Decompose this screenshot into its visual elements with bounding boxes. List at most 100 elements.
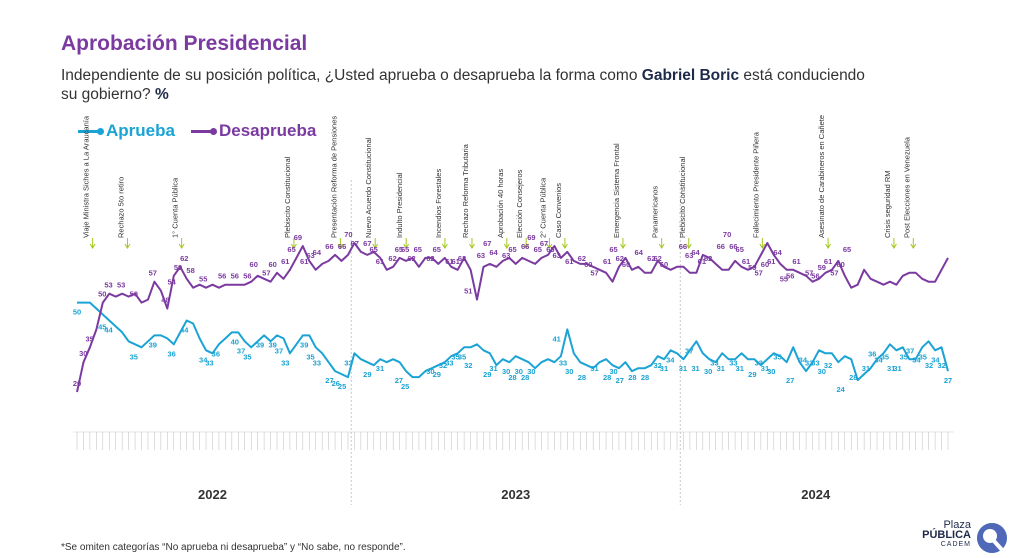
data-label-aprueba: 31 xyxy=(736,364,744,373)
data-label-desaprueba: 69 xyxy=(527,233,535,242)
data-label-aprueba: 35 xyxy=(458,352,466,361)
data-label-desaprueba: 65 xyxy=(843,245,851,254)
data-label-aprueba: 30 xyxy=(502,367,510,376)
data-label-aprueba: 28 xyxy=(521,373,529,382)
data-label-desaprueba: 50 xyxy=(130,290,138,299)
data-label-desaprueba: 57 xyxy=(262,269,270,278)
legend-item-disapprove: Desaprueba xyxy=(190,121,316,141)
data-label-desaprueba: 66 xyxy=(338,242,346,251)
legend-swatch-disapprove xyxy=(190,127,217,135)
event-arrow-icon xyxy=(89,238,96,249)
data-label-desaprueba: 56 xyxy=(811,272,819,281)
event-arrow-icon xyxy=(372,238,379,249)
event-arrow-icon xyxy=(620,238,626,249)
data-label-aprueba: 29 xyxy=(748,370,756,379)
data-label-desaprueba: 54 xyxy=(168,278,177,287)
data-label-desaprueba: 62 xyxy=(388,254,396,263)
data-label-desaprueba: 58 xyxy=(186,266,194,275)
data-label-aprueba: 32 xyxy=(938,361,946,370)
data-label-desaprueba: 56 xyxy=(231,272,239,281)
data-label-desaprueba: 61 xyxy=(792,257,800,266)
data-label-aprueba: 34 xyxy=(931,355,940,364)
data-label-aprueba: 35 xyxy=(306,352,314,361)
data-label-aprueba: 35 xyxy=(452,352,460,361)
event-annotation: Caso Convenios xyxy=(554,183,568,249)
data-label-aprueba: 34 xyxy=(799,355,808,364)
data-label-desaprueba: 53 xyxy=(104,281,112,290)
data-label-aprueba: 33 xyxy=(805,358,813,367)
event-label: Rechazo 5to retiro xyxy=(116,177,125,238)
data-label-aprueba: 35 xyxy=(130,352,138,361)
data-label-aprueba: 36 xyxy=(868,349,876,358)
event-annotation: Rechazo Reforma Tributaria xyxy=(461,143,475,249)
event-label: Aprobación 40 horas xyxy=(496,169,505,238)
data-label-desaprueba: 62 xyxy=(180,254,188,263)
data-label-desaprueba: 65 xyxy=(508,245,516,254)
data-label-aprueba: 31 xyxy=(489,364,497,373)
event-annotation: Emergencia Sistema Frontal xyxy=(612,143,626,249)
data-label-aprueba: 35 xyxy=(919,352,927,361)
data-label-desaprueba: 66 xyxy=(729,242,737,251)
data-label-desaprueba: 66 xyxy=(679,242,687,251)
event-arrow-icon xyxy=(561,238,568,249)
event-annotation: Viaje Ministra Siches a La Araucanía xyxy=(82,115,96,249)
event-arrow-icon xyxy=(891,238,897,249)
data-label-desaprueba: 48 xyxy=(161,296,169,305)
event-annotation: Aprobación 40 horas xyxy=(496,169,510,249)
data-label-desaprueba: 59 xyxy=(174,263,182,272)
event-label: Elección Consejeros xyxy=(515,169,524,238)
data-label-aprueba: 32 xyxy=(464,361,472,370)
data-label-aprueba: 35 xyxy=(243,352,251,361)
event-label: Incendios Forestales xyxy=(434,169,443,238)
event-arrow-icon xyxy=(825,238,832,249)
subtitle-text-start: Independiente de su posición política, ¿… xyxy=(61,67,642,84)
event-arrow-icon xyxy=(290,238,297,249)
data-label-aprueba: 37 xyxy=(685,346,693,355)
data-label-aprueba: 34 xyxy=(874,355,883,364)
event-label: Caso Convenios xyxy=(554,183,563,238)
data-label-aprueba: 27 xyxy=(786,376,794,385)
data-label-desaprueba: 62 xyxy=(426,254,434,263)
data-label-aprueba: 32 xyxy=(925,361,933,370)
data-label-desaprueba: 64 xyxy=(635,248,644,257)
data-label-aprueba: 27 xyxy=(944,376,952,385)
data-label-aprueba: 30 xyxy=(426,367,434,376)
subtitle-president-name: Gabriel Boric xyxy=(641,67,740,84)
brand-line-2: PÚBLICA xyxy=(922,529,971,541)
data-label-aprueba: 33 xyxy=(205,358,213,367)
data-label-aprueba: 33 xyxy=(559,358,567,367)
event-label: Plebiscito Constitucional xyxy=(283,156,292,238)
data-label-desaprueba: 66 xyxy=(717,242,725,251)
data-label-aprueba: 35 xyxy=(881,352,889,361)
event-annotation: Incendios Forestales xyxy=(434,169,448,249)
event-annotation: Crisis seguridad RM xyxy=(883,170,897,249)
data-label-aprueba: 36 xyxy=(212,349,220,358)
legend-swatch-approve xyxy=(78,127,104,135)
event-label: Fallecimiento Presidente Piñera xyxy=(751,131,760,238)
chart-legend: Aprueba Desaprueba xyxy=(78,121,316,141)
year-label: 2024 xyxy=(801,487,831,502)
data-label-desaprueba: 69 xyxy=(294,233,302,242)
event-arrow-icon xyxy=(403,238,410,249)
data-label-aprueba: 31 xyxy=(893,364,901,373)
chart-title: Aprobación Presidencial xyxy=(61,32,308,55)
data-label-aprueba: 31 xyxy=(660,364,668,373)
data-label-aprueba: 30 xyxy=(609,367,617,376)
data-label-aprueba: 28 xyxy=(603,373,611,382)
data-label-aprueba: 44 xyxy=(104,325,113,334)
data-label-aprueba: 33 xyxy=(313,358,321,367)
data-label-aprueba: 50 xyxy=(73,308,81,317)
brand-line-3: CADEM xyxy=(940,541,971,548)
data-label-aprueba: 37 xyxy=(906,346,914,355)
event-label: Post Elecciones en Venezuela xyxy=(902,136,911,238)
data-label-desaprueba: 61 xyxy=(452,257,460,266)
year-label: 2022 xyxy=(198,487,227,502)
event-arrow-icon xyxy=(178,238,185,249)
data-label-desaprueba: 61 xyxy=(824,257,832,266)
data-label-desaprueba: 57 xyxy=(149,269,157,278)
data-label-aprueba: 41 xyxy=(553,334,561,343)
data-label-aprueba: 33 xyxy=(729,358,737,367)
data-label-aprueba: 29 xyxy=(433,370,441,379)
data-label-desaprueba: 65 xyxy=(401,245,409,254)
